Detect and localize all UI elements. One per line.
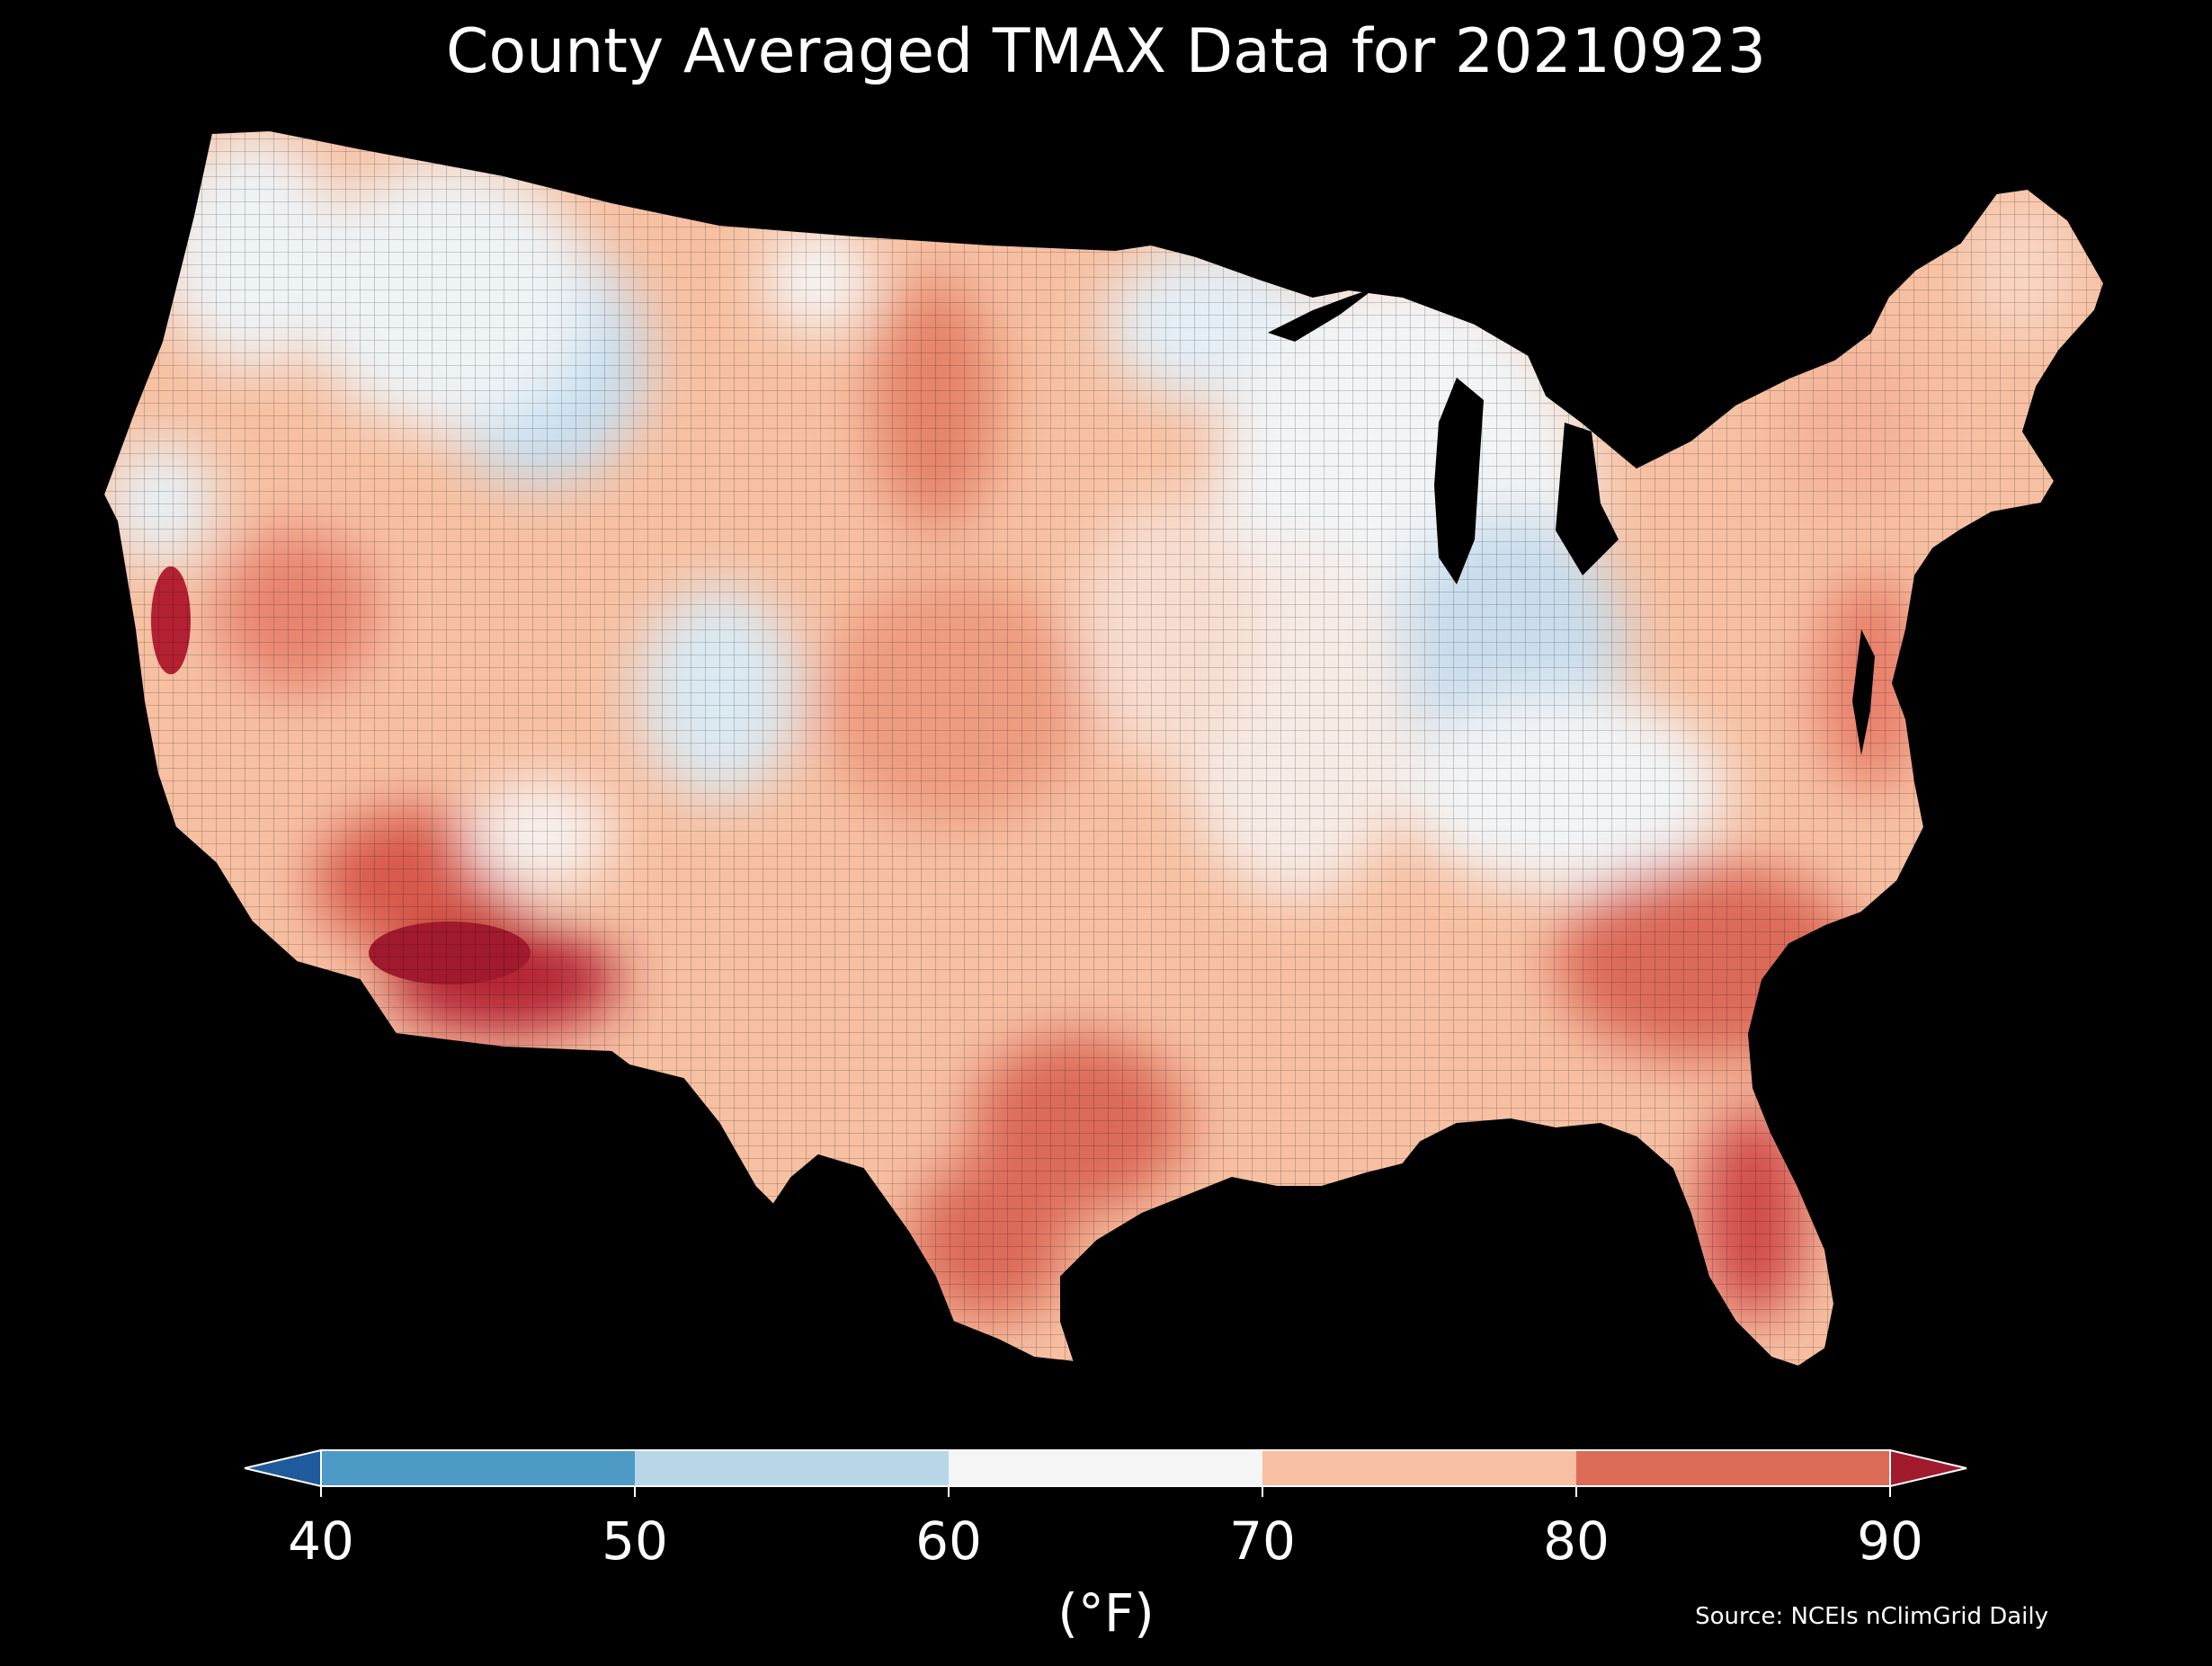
colorbar-tick-60: 60 [915,1510,982,1572]
colorbar-extend-low [244,1448,322,1488]
map-title: County Averaged TMAX Data for 20210923 [446,16,1766,87]
colorbar-tick-40: 40 [288,1510,354,1572]
source-label: Source: NCEIs nClimGrid Daily [1695,1603,2048,1630]
colorbar-segment [1262,1450,1576,1486]
colorbar-frame [320,1449,1891,1487]
colorbar-extend-high [1889,1448,1967,1488]
colorbar-tick-90: 90 [1857,1510,1923,1572]
lake-huron-erie [1556,423,1619,575]
colorbar-tick-70: 70 [1229,1510,1296,1572]
colorbar-segment [321,1450,635,1486]
colorbar-units: (°F) [1057,1582,1155,1644]
colorbar-tick-50: 50 [602,1510,668,1572]
colorbar-tick-80: 80 [1543,1510,1610,1572]
lake-michigan [1434,378,1484,584]
chesapeake-bay [1852,629,1875,755]
lake-superior [1268,288,1376,342]
colorbar-segment [635,1450,949,1486]
colorbar-segment [949,1450,1262,1486]
colorbar-segment [1576,1450,1890,1486]
